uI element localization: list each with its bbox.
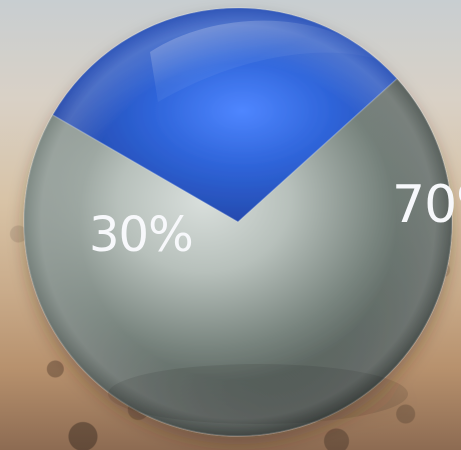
pie-rim-highlight bbox=[24, 8, 452, 436]
pie-group bbox=[23, 7, 453, 437]
slice-label-70: 70% bbox=[392, 175, 461, 235]
slice-label-30: 30% bbox=[89, 207, 193, 263]
pie-shine bbox=[150, 20, 380, 103]
pie-bottom-shade bbox=[108, 364, 408, 424]
